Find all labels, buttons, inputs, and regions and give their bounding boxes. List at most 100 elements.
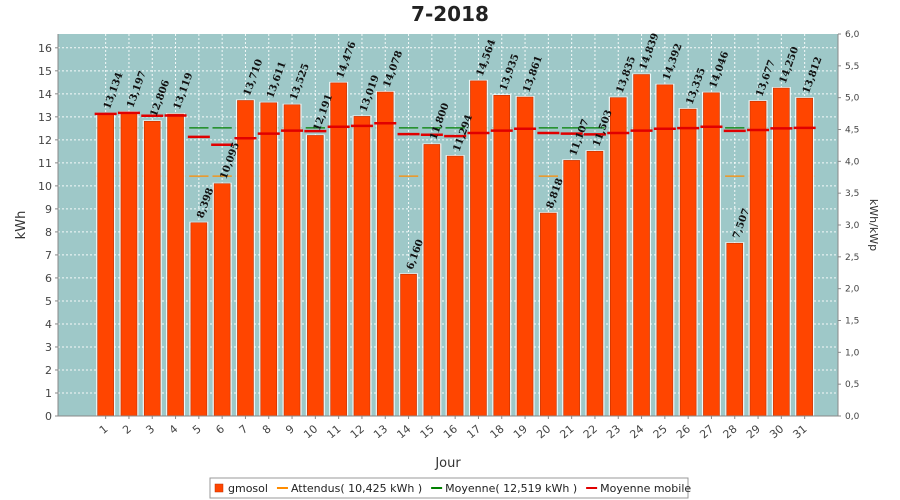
y2-tick-label: 3,5 <box>845 189 859 199</box>
chart-title: 7-2018 <box>411 2 489 26</box>
bar <box>656 84 674 417</box>
y-tick-label: 12 <box>38 134 52 147</box>
x-tick-label: 30 <box>767 422 786 441</box>
bar <box>260 102 278 417</box>
bar <box>423 144 441 417</box>
y-tick-label: 2 <box>45 364 52 377</box>
x-tick-label: 18 <box>488 422 507 441</box>
y-tick-label: 3 <box>45 341 52 354</box>
x-tick-label: 25 <box>651 422 670 441</box>
y2-tick-label: 0,0 <box>845 412 860 422</box>
bar-series <box>96 73 815 417</box>
legend-entry: gmosol <box>228 482 268 495</box>
bar <box>330 82 347 417</box>
bar <box>703 92 720 417</box>
y2-tick-label: 4,0 <box>845 157 860 167</box>
x-tick-label: 16 <box>441 422 460 441</box>
x-tick-label: 31 <box>790 422 809 441</box>
y2-tick-label: 1,5 <box>845 317 859 327</box>
bar <box>307 135 324 417</box>
bar <box>540 212 557 417</box>
x-tick-label: 19 <box>511 422 530 441</box>
x-tick-label: 5 <box>190 422 204 436</box>
x-tick-label: 13 <box>371 422 390 441</box>
legend-entry: Moyenne( 12,519 kWh ) <box>445 482 577 495</box>
x-tick-label: 23 <box>604 422 623 441</box>
bar <box>493 95 511 417</box>
x-tick-label: 6 <box>213 422 227 436</box>
y-tick-label: 6 <box>45 272 52 285</box>
legend-swatch <box>214 483 224 493</box>
bar <box>679 108 697 417</box>
bar <box>283 104 301 417</box>
y-tick-label: 11 <box>38 157 52 170</box>
bar <box>190 222 208 417</box>
bar <box>446 155 464 417</box>
bar <box>796 97 813 417</box>
y2-tick-label: 0,5 <box>845 380 859 390</box>
x-tick-label: 7 <box>237 422 251 436</box>
bar <box>586 150 604 417</box>
bar <box>726 242 744 417</box>
x-tick-label: 1 <box>97 422 111 436</box>
bar <box>470 80 487 417</box>
y-tick-label: 8 <box>45 226 52 239</box>
x-tick-label: 3 <box>143 422 157 436</box>
bar <box>213 183 231 417</box>
legend-box <box>209 477 689 499</box>
y-tick-label: 14 <box>38 88 52 101</box>
bar <box>120 112 138 417</box>
y-tick-label: 9 <box>45 203 52 216</box>
x-tick-label: 26 <box>674 422 693 441</box>
y2-tick-label: 4,5 <box>845 126 859 136</box>
y-tick-label: 16 <box>38 42 52 55</box>
y2-tick-label: 5,5 <box>845 62 859 72</box>
bar <box>773 87 790 417</box>
bar <box>143 121 161 417</box>
y2-tick-label: 3,0 <box>845 221 860 231</box>
x-tick-label: 4 <box>167 422 181 436</box>
bar <box>97 113 114 417</box>
bar <box>516 96 534 417</box>
bar <box>353 116 371 417</box>
bar <box>400 273 417 417</box>
x-tick-label: 22 <box>581 422 600 441</box>
moving-average-series <box>94 111 816 146</box>
y2-tick-label: 2,5 <box>845 253 859 263</box>
x-tick-label: 11 <box>324 422 343 441</box>
x-tick-label: 21 <box>557 422 576 441</box>
x-tick-label: 28 <box>721 422 740 441</box>
x-tick-label: 24 <box>627 422 646 441</box>
legend-entry: Attendus( 10,425 kWh ) <box>291 482 422 495</box>
y2-tick-label: 5,0 <box>845 94 860 104</box>
bar <box>609 97 627 417</box>
x-tick-label: 17 <box>464 422 483 441</box>
y-tick-label: 7 <box>45 249 52 262</box>
y2-tick-label: 1,0 <box>845 348 860 358</box>
bar <box>633 74 650 417</box>
y-axis-label: kWh <box>14 211 29 240</box>
y-tick-label: 4 <box>45 318 52 331</box>
y2-axis-label: kWh/kWp <box>867 199 880 251</box>
x-tick-label: 12 <box>348 422 367 441</box>
bar <box>376 91 394 417</box>
x-tick-label: 15 <box>418 422 437 441</box>
x-tick-label: 8 <box>260 422 274 436</box>
y-tick-label: 13 <box>38 111 52 124</box>
x-axis-label: Jour <box>434 456 461 471</box>
x-tick-label: 27 <box>697 422 716 441</box>
bar <box>167 113 184 417</box>
y2-axis-ticks: 0,0 0,5 1,0 1,5 2,0 2,5 3,0 3,5 4,0 4,5 5,0 5,5 6,0 <box>838 30 860 422</box>
x-tick-label: 29 <box>744 422 763 441</box>
legend: gmosol Attendus( 10,425 kWh ) Moyenne( 12,… <box>209 477 691 499</box>
bar <box>563 160 580 417</box>
x-tick-label: 9 <box>283 422 297 436</box>
x-axis-ticks: 1 2 3 4 5 6 7 8 9 10 11 12 13 14 15 16 17 18 19 20 21 22 23 24 2… <box>97 416 810 441</box>
legend-entry: Moyenne mobile <box>600 482 691 495</box>
bar <box>749 100 767 417</box>
y-tick-label: 1 <box>45 387 52 400</box>
x-tick-label: 2 <box>120 422 134 436</box>
x-tick-label: 20 <box>534 422 553 441</box>
